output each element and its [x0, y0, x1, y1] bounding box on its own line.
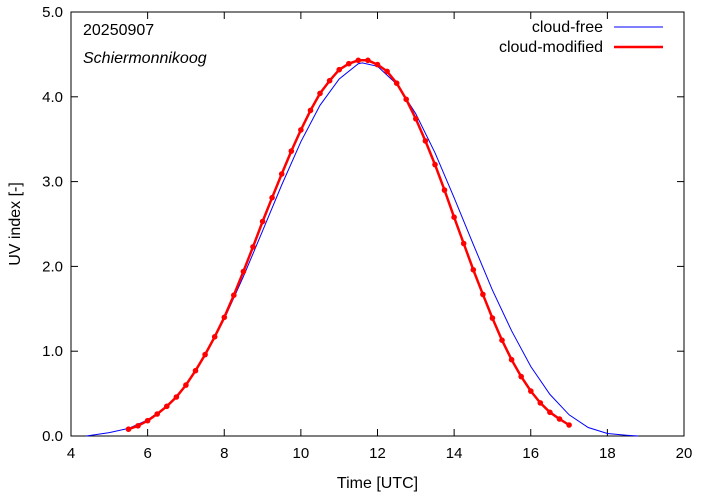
data-point-cloud-modified	[508, 356, 515, 363]
data-point-cloud-modified	[346, 60, 352, 67]
legend: cloud-free cloud-modified	[499, 19, 663, 56]
y-tick-label: 5.0	[42, 4, 63, 21]
x-tick-label: 4	[67, 445, 75, 462]
data-point-cloud-modified	[125, 426, 132, 433]
data-point-cloud-modified	[221, 314, 228, 321]
y-tick-label: 3.0	[42, 174, 63, 191]
data-point-cloud-modified	[374, 61, 381, 68]
y-tick-label: 1.0	[42, 343, 63, 360]
data-point-cloud-modified	[547, 409, 553, 416]
data-point-cloud-modified	[403, 96, 410, 103]
data-point-cloud-modified	[480, 291, 486, 298]
data-point-cloud-modified	[164, 403, 170, 410]
series-line-cloud-modified	[128, 59, 570, 431]
data-point-cloud-modified	[470, 267, 477, 273]
date-annotation: 20250907	[83, 22, 154, 39]
x-tick-label: 18	[599, 445, 616, 462]
data-point-cloud-modified	[556, 416, 563, 422]
series-line-cloud-free	[86, 62, 639, 437]
series-layer	[86, 57, 639, 437]
data-point-cloud-modified	[460, 240, 467, 247]
data-point-cloud-modified	[489, 315, 496, 321]
data-point-cloud-modified	[537, 400, 544, 406]
y-tick-label: 0.0	[42, 428, 63, 445]
data-point-cloud-modified	[278, 171, 285, 177]
legend-label-cloud-free: cloud-free	[532, 19, 603, 36]
data-point-cloud-modified	[231, 292, 237, 299]
data-point-cloud-modified	[135, 423, 141, 429]
x-tick-label: 20	[676, 445, 693, 462]
x-tick-label: 16	[522, 445, 539, 462]
data-point-cloud-modified	[298, 127, 304, 133]
data-point-cloud-modified	[432, 161, 438, 168]
data-point-cloud-modified	[307, 107, 314, 114]
data-point-cloud-modified	[326, 77, 333, 84]
data-point-cloud-modified	[317, 90, 323, 97]
data-point-cloud-modified	[259, 218, 266, 225]
data-point-cloud-modified	[173, 394, 180, 400]
x-tick-label: 8	[220, 445, 228, 462]
y-tick-label: 2.0	[42, 258, 63, 275]
data-point-cloud-modified	[566, 422, 572, 428]
data-point-cloud-modified	[355, 57, 362, 64]
data-point-cloud-modified	[384, 68, 390, 75]
legend-label-cloud-modified: cloud-modified	[499, 39, 603, 56]
data-point-cloud-modified	[518, 373, 524, 380]
axis-ticks: 4 6 8 10 12 14 16 18 20 0.0 1.0 2.0 3.0 4.0 5.0	[42, 4, 692, 462]
data-point-cloud-modified	[144, 417, 151, 424]
data-point-cloud-modified	[365, 57, 371, 64]
data-point-cloud-modified	[192, 367, 199, 374]
data-point-cloud-modified	[202, 351, 208, 358]
data-point-cloud-modified	[413, 116, 419, 122]
y-axis-title: UV index [-]	[7, 182, 24, 266]
data-point-cloud-modified	[154, 411, 160, 417]
data-point-cloud-modified	[441, 187, 448, 193]
plot-frame	[70, 11, 685, 437]
data-point-cloud-modified	[250, 244, 256, 250]
x-tick-label: 12	[369, 445, 386, 462]
data-point-cloud-modified	[183, 382, 189, 388]
data-point-cloud-modified	[422, 138, 429, 144]
data-point-cloud-modified	[336, 66, 343, 73]
y-tick-label: 4.0	[42, 89, 63, 106]
data-point-cloud-modified	[211, 334, 218, 340]
location-annotation: Schiermonnikoog	[83, 50, 207, 67]
data-point-cloud-modified	[451, 214, 457, 220]
x-axis-title: Time [UTC]	[337, 475, 418, 492]
data-point-cloud-modified	[269, 194, 275, 201]
data-point-cloud-modified	[393, 80, 400, 86]
x-tick-label: 14	[446, 445, 463, 462]
x-tick-label: 10	[293, 445, 310, 462]
data-point-cloud-modified	[499, 337, 505, 344]
data-point-cloud-modified	[288, 148, 295, 154]
data-point-cloud-modified	[240, 268, 247, 275]
data-point-cloud-modified	[528, 388, 534, 394]
x-tick-label: 6	[143, 445, 151, 462]
